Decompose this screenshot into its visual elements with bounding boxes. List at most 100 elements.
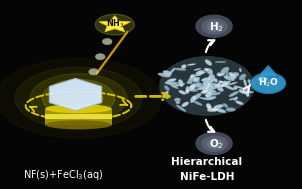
Ellipse shape: [229, 91, 239, 97]
Ellipse shape: [188, 78, 193, 82]
Ellipse shape: [214, 105, 223, 109]
Text: H$_2$O: H$_2$O: [258, 77, 279, 89]
Ellipse shape: [212, 90, 215, 92]
Ellipse shape: [223, 84, 234, 90]
Ellipse shape: [212, 108, 218, 111]
Ellipse shape: [215, 84, 220, 87]
Circle shape: [95, 54, 105, 60]
Ellipse shape: [224, 81, 228, 86]
Ellipse shape: [30, 74, 127, 123]
Ellipse shape: [205, 85, 210, 88]
Ellipse shape: [217, 81, 221, 85]
Ellipse shape: [205, 84, 214, 93]
Polygon shape: [49, 78, 102, 111]
Ellipse shape: [217, 73, 225, 76]
Ellipse shape: [45, 120, 112, 129]
Ellipse shape: [172, 84, 185, 87]
Ellipse shape: [203, 83, 211, 89]
Ellipse shape: [214, 84, 226, 87]
Ellipse shape: [206, 68, 213, 74]
Ellipse shape: [246, 91, 249, 97]
Circle shape: [207, 22, 223, 32]
Ellipse shape: [208, 74, 215, 82]
Ellipse shape: [243, 91, 254, 93]
Ellipse shape: [207, 87, 215, 92]
Ellipse shape: [165, 82, 177, 85]
Text: NF(s)+FeCl$_3$(aq): NF(s)+FeCl$_3$(aq): [23, 168, 104, 182]
Ellipse shape: [199, 97, 206, 99]
Ellipse shape: [165, 81, 178, 85]
Ellipse shape: [239, 89, 247, 94]
Ellipse shape: [233, 97, 238, 101]
Ellipse shape: [204, 96, 216, 100]
Ellipse shape: [229, 98, 234, 100]
Circle shape: [201, 18, 228, 35]
Ellipse shape: [95, 14, 134, 35]
Bar: [45, 114, 112, 119]
Ellipse shape: [213, 78, 218, 82]
Ellipse shape: [191, 78, 200, 83]
Ellipse shape: [219, 81, 227, 84]
Ellipse shape: [226, 108, 236, 111]
Circle shape: [195, 132, 233, 155]
Ellipse shape: [236, 101, 243, 105]
Text: O$_2$: O$_2$: [209, 138, 223, 152]
Ellipse shape: [205, 85, 217, 89]
Ellipse shape: [205, 84, 210, 87]
Ellipse shape: [207, 106, 211, 109]
Ellipse shape: [186, 86, 189, 93]
Ellipse shape: [228, 82, 237, 85]
Ellipse shape: [228, 72, 234, 76]
Ellipse shape: [174, 98, 181, 102]
Ellipse shape: [213, 84, 221, 87]
Ellipse shape: [234, 86, 247, 90]
Polygon shape: [99, 16, 130, 32]
Ellipse shape: [45, 104, 112, 113]
Ellipse shape: [195, 86, 207, 90]
Ellipse shape: [217, 86, 223, 92]
Ellipse shape: [194, 77, 200, 81]
Ellipse shape: [206, 91, 212, 98]
Ellipse shape: [212, 92, 220, 95]
Ellipse shape: [205, 83, 215, 85]
Ellipse shape: [203, 87, 212, 90]
Ellipse shape: [195, 70, 204, 76]
Ellipse shape: [208, 88, 213, 91]
Ellipse shape: [188, 90, 198, 91]
Ellipse shape: [190, 74, 196, 81]
Ellipse shape: [233, 87, 237, 90]
Ellipse shape: [203, 83, 210, 90]
Ellipse shape: [185, 90, 189, 94]
Circle shape: [159, 56, 255, 116]
Ellipse shape: [174, 68, 186, 70]
Ellipse shape: [230, 74, 236, 79]
Ellipse shape: [206, 80, 212, 85]
Ellipse shape: [190, 95, 196, 103]
Ellipse shape: [233, 73, 237, 77]
Ellipse shape: [187, 81, 192, 84]
Ellipse shape: [204, 68, 209, 71]
Ellipse shape: [15, 67, 142, 129]
Ellipse shape: [196, 71, 206, 74]
Circle shape: [207, 139, 223, 149]
Ellipse shape: [201, 77, 213, 81]
Ellipse shape: [158, 73, 171, 77]
Ellipse shape: [221, 67, 229, 74]
Ellipse shape: [210, 91, 216, 96]
Ellipse shape: [182, 102, 189, 107]
Bar: [45, 109, 112, 125]
Ellipse shape: [206, 103, 211, 108]
Ellipse shape: [167, 78, 176, 82]
Ellipse shape: [192, 88, 196, 90]
Ellipse shape: [179, 90, 186, 94]
Ellipse shape: [170, 85, 178, 89]
Ellipse shape: [162, 91, 169, 98]
Ellipse shape: [204, 85, 210, 88]
Ellipse shape: [191, 75, 193, 78]
Text: H$_2$: H$_2$: [209, 20, 223, 34]
Ellipse shape: [224, 75, 235, 81]
Ellipse shape: [220, 81, 228, 84]
Ellipse shape: [189, 84, 195, 91]
Ellipse shape: [203, 88, 210, 91]
Ellipse shape: [205, 60, 212, 65]
